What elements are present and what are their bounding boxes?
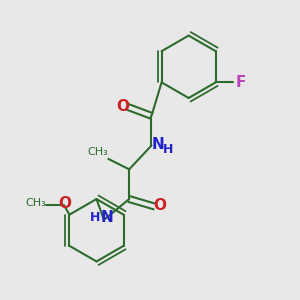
Text: H: H: [163, 142, 173, 156]
Text: F: F: [236, 75, 246, 90]
Text: O: O: [116, 99, 129, 114]
Text: O: O: [153, 198, 166, 213]
Text: CH₃: CH₃: [25, 199, 46, 208]
Text: CH₃: CH₃: [88, 147, 108, 157]
Text: N: N: [100, 210, 113, 225]
Text: H: H: [90, 211, 100, 224]
Text: N: N: [152, 137, 164, 152]
Text: O: O: [58, 196, 71, 211]
